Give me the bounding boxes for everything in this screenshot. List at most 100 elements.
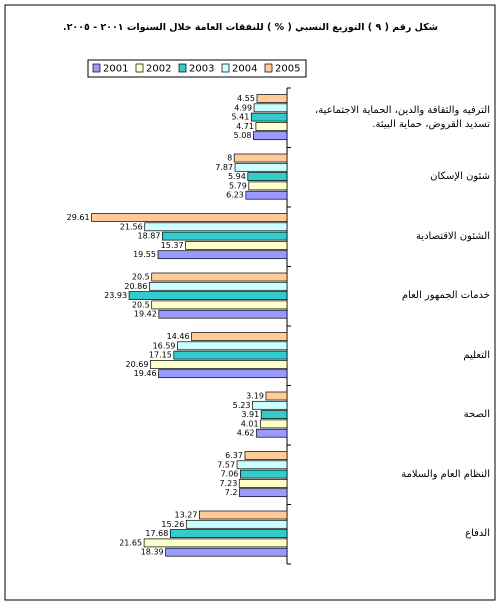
legend-swatch xyxy=(221,63,230,73)
legend-swatch xyxy=(264,63,273,73)
bar xyxy=(256,428,288,438)
bar xyxy=(255,122,288,131)
value-label: 3.19 xyxy=(246,392,264,401)
value-label: 20.86 xyxy=(124,282,147,291)
bar xyxy=(169,529,288,538)
bar xyxy=(143,538,288,548)
bar xyxy=(253,103,288,113)
bar xyxy=(238,479,288,488)
value-label: 6.23 xyxy=(226,191,244,200)
value-label: 20.69 xyxy=(126,360,149,369)
bar xyxy=(151,300,288,310)
category-label: الدفاع xyxy=(465,528,490,540)
bar xyxy=(260,410,288,419)
legend-label: 2005 xyxy=(275,64,300,75)
bar xyxy=(157,250,288,260)
bar xyxy=(233,153,288,163)
legend-swatch xyxy=(178,63,187,73)
value-label: 3.91 xyxy=(241,410,259,419)
bar xyxy=(245,190,288,200)
value-label: 13.27 xyxy=(175,511,198,520)
value-label: 15.26 xyxy=(161,520,184,529)
bar xyxy=(253,131,288,141)
bar xyxy=(128,291,288,300)
category-label: الترفيه والثقافة والدين، الحماية الاجتما… xyxy=(314,104,490,130)
bar xyxy=(185,519,288,529)
value-label: 18.39 xyxy=(141,548,164,557)
bar xyxy=(248,181,288,191)
value-label: 29.61 xyxy=(67,213,90,222)
frame xyxy=(4,4,496,601)
bar xyxy=(144,222,288,232)
category-label: شئون الإسكان xyxy=(430,171,490,183)
value-label: 16.59 xyxy=(153,341,176,350)
bar xyxy=(151,272,288,282)
value-label: 17.68 xyxy=(145,529,168,538)
value-label: 6.37 xyxy=(225,451,243,460)
value-label: 5.79 xyxy=(229,181,247,190)
value-label: 7.57 xyxy=(217,460,235,469)
bar xyxy=(191,332,288,341)
category-label: خدمات الجمهور العام xyxy=(401,290,490,302)
bar xyxy=(252,400,288,410)
bar xyxy=(234,162,288,172)
bar xyxy=(162,231,288,241)
legend-swatch xyxy=(92,63,101,73)
value-label: 21.56 xyxy=(120,222,143,231)
category-label: الشئون الاقتصادية xyxy=(415,230,490,242)
bar xyxy=(260,419,288,429)
value-label: 18.87 xyxy=(138,232,161,241)
legend-label: 2002 xyxy=(146,64,171,75)
chart-title: شكل رقم ( ٩ ) التوزيع النسبي ( % ) للنفق… xyxy=(62,22,439,33)
bar xyxy=(244,451,288,460)
bar xyxy=(165,547,288,557)
value-label: 7.23 xyxy=(219,479,237,488)
value-label: 5.08 xyxy=(234,131,252,140)
value-label: 23.93 xyxy=(104,291,127,300)
bar xyxy=(91,213,288,222)
value-label: 4.62 xyxy=(237,429,255,438)
value-label: 7.2 xyxy=(225,488,238,497)
category-label: الصحة xyxy=(463,409,490,421)
value-label: 20.5 xyxy=(132,273,150,282)
value-label: 17.15 xyxy=(149,351,172,360)
value-label: 7.87 xyxy=(215,163,233,172)
bar xyxy=(173,350,288,360)
value-label: 19.55 xyxy=(133,250,156,259)
value-label: 21.65 xyxy=(119,538,142,547)
legend-label: 2001 xyxy=(103,64,128,75)
bar xyxy=(199,510,288,520)
bar xyxy=(265,391,288,401)
value-label: 4.99 xyxy=(234,103,252,112)
value-label: 20.5 xyxy=(132,300,150,309)
value-label: 4.01 xyxy=(241,419,259,428)
legend-label: 2004 xyxy=(232,64,257,75)
bar xyxy=(150,360,288,369)
bar xyxy=(148,281,288,291)
value-label: 4.71 xyxy=(236,122,254,131)
bar xyxy=(236,460,288,470)
bar xyxy=(158,369,288,379)
bar xyxy=(256,94,288,103)
legend-swatch xyxy=(135,63,144,73)
value-label: 15.37 xyxy=(161,241,184,250)
value-label: 5.94 xyxy=(228,172,246,181)
bar xyxy=(239,488,288,498)
bar xyxy=(250,112,288,122)
value-label: 14.46 xyxy=(167,332,190,341)
bar xyxy=(177,341,288,351)
bar xyxy=(247,172,288,181)
category-label: النظام العام والسلامة xyxy=(401,468,490,480)
legend-label: 2003 xyxy=(189,64,214,75)
value-label: 4.55 xyxy=(237,94,255,103)
bar xyxy=(240,469,288,479)
value-label: 5.41 xyxy=(231,113,249,122)
value-label: 8 xyxy=(227,154,232,163)
value-label: 19.42 xyxy=(134,310,157,319)
value-label: 5.23 xyxy=(233,401,251,410)
value-label: 7.06 xyxy=(221,470,239,479)
bar xyxy=(158,309,288,319)
value-label: 19.46 xyxy=(134,369,157,378)
